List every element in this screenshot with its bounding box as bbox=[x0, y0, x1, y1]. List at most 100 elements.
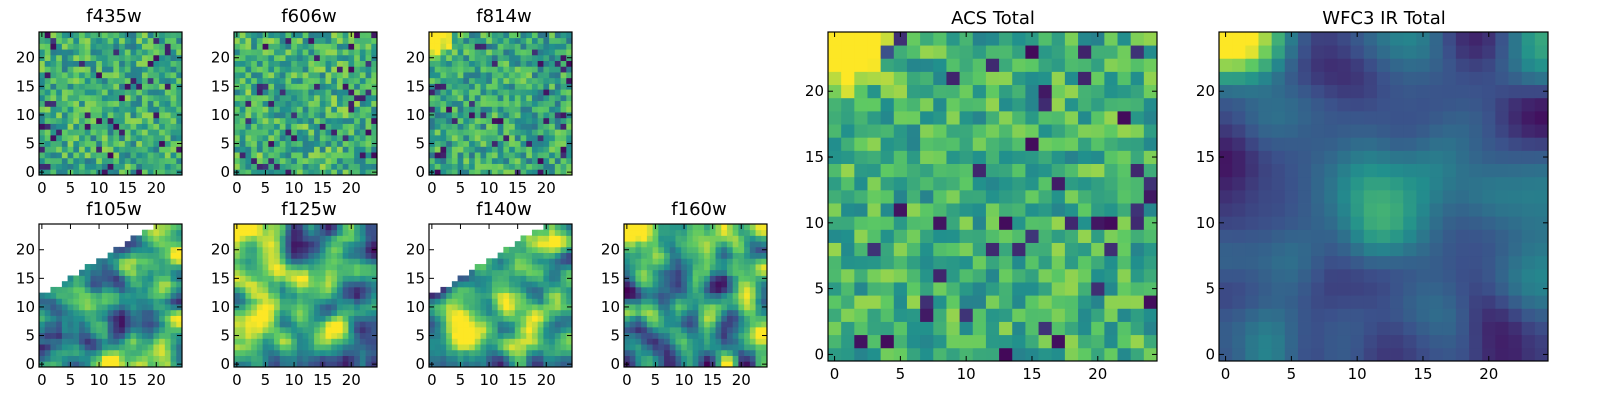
heatmap-cell bbox=[537, 134, 544, 142]
heatmap-cell bbox=[107, 72, 114, 79]
heatmap-cell bbox=[503, 72, 510, 79]
heatmap-cell bbox=[1038, 229, 1053, 243]
heatmap-cell bbox=[738, 321, 745, 328]
heatmap-cell bbox=[359, 229, 366, 236]
heatmap-cell bbox=[359, 338, 366, 345]
heatmap-cell bbox=[67, 112, 74, 119]
heatmap-cell bbox=[560, 117, 567, 124]
heatmap-cell bbox=[56, 106, 63, 113]
heatmap-cell bbox=[520, 100, 527, 107]
heatmap-cell bbox=[469, 129, 476, 136]
heatmap-cell bbox=[130, 49, 137, 56]
heatmap-cell bbox=[302, 89, 309, 96]
heatmap-cell bbox=[147, 72, 154, 79]
heatmap-cell bbox=[159, 338, 166, 345]
heatmap-cell bbox=[828, 282, 842, 296]
heatmap-cell bbox=[359, 100, 366, 107]
heatmap-cell bbox=[170, 298, 177, 305]
heatmap-cell bbox=[554, 321, 561, 328]
heatmap-cell bbox=[624, 264, 631, 271]
heatmap-cell bbox=[1051, 189, 1066, 204]
heatmap-cell bbox=[141, 286, 149, 294]
heatmap-cell bbox=[314, 146, 321, 153]
heatmap-cell bbox=[44, 326, 51, 334]
heatmap-cell bbox=[480, 269, 487, 276]
heatmap-cell bbox=[681, 292, 688, 299]
x-tick-label: 10 bbox=[285, 179, 304, 197]
heatmap-cell bbox=[1051, 295, 1066, 309]
heatmap-cell bbox=[365, 106, 372, 113]
heatmap-cell bbox=[336, 106, 344, 113]
heatmap-cell bbox=[101, 146, 109, 153]
heatmap-cell bbox=[296, 94, 304, 102]
heatmap-cell bbox=[972, 255, 987, 270]
axes-frame bbox=[827, 31, 1158, 362]
heatmap-cell bbox=[520, 60, 527, 67]
heatmap-cell bbox=[1012, 295, 1026, 309]
heatmap-cell bbox=[549, 269, 556, 276]
heatmap-cell bbox=[262, 258, 269, 265]
heatmap-cell bbox=[560, 304, 567, 311]
heatmap-cell bbox=[130, 275, 137, 282]
heatmap-cell bbox=[107, 338, 114, 345]
heatmap-cell bbox=[39, 326, 46, 334]
heatmap-cell bbox=[50, 332, 57, 339]
heatmap-cell bbox=[560, 163, 567, 170]
heatmap-cell bbox=[744, 241, 751, 248]
heatmap-cell bbox=[44, 349, 51, 356]
heatmap-cell bbox=[549, 146, 556, 153]
heatmap-cell bbox=[124, 298, 131, 305]
heatmap-cell bbox=[457, 106, 464, 113]
heatmap-cell bbox=[119, 163, 126, 170]
heatmap-cell bbox=[440, 140, 447, 147]
heatmap-cell bbox=[130, 326, 137, 334]
heatmap-cell bbox=[96, 258, 103, 265]
heatmap-cell bbox=[531, 361, 539, 368]
heatmap-cell bbox=[147, 326, 154, 334]
heatmap-cell bbox=[537, 43, 544, 50]
heatmap-cell bbox=[480, 321, 487, 328]
heatmap-cell bbox=[348, 123, 355, 130]
heatmap-cell bbox=[365, 72, 372, 79]
heatmap-cell bbox=[239, 134, 246, 142]
heatmap-cell bbox=[543, 43, 550, 50]
heatmap-cell bbox=[245, 309, 252, 316]
heatmap-cell bbox=[906, 45, 921, 59]
heatmap-cell bbox=[698, 332, 705, 339]
heatmap-cell bbox=[141, 269, 149, 276]
heatmap-cell bbox=[348, 112, 355, 119]
heatmap-cell bbox=[920, 203, 934, 217]
heatmap-cell bbox=[159, 43, 166, 50]
heatmap-cell bbox=[854, 334, 868, 349]
heatmap-cell bbox=[141, 281, 149, 288]
heatmap-cell bbox=[354, 140, 361, 147]
heatmap-cell bbox=[429, 77, 436, 84]
heatmap-cell bbox=[279, 152, 286, 159]
heatmap-cell bbox=[136, 326, 143, 334]
heatmap-cell bbox=[141, 292, 149, 299]
heatmap-cell bbox=[308, 112, 315, 119]
heatmap-cell bbox=[486, 286, 493, 294]
heatmap-cell bbox=[491, 304, 499, 311]
heatmap-cell bbox=[296, 332, 304, 339]
heatmap-cell bbox=[291, 117, 298, 124]
heatmap-cell bbox=[291, 286, 298, 294]
heatmap-cell bbox=[279, 326, 286, 334]
heatmap-cell bbox=[84, 304, 91, 311]
heatmap-cell bbox=[554, 134, 561, 142]
heatmap-cell bbox=[268, 83, 275, 90]
heatmap-cell bbox=[354, 66, 361, 73]
heatmap-cell bbox=[113, 321, 120, 328]
heatmap-cell bbox=[119, 152, 126, 159]
heatmap-cell bbox=[566, 241, 573, 248]
heatmap-cell bbox=[371, 241, 378, 248]
heatmap-cell bbox=[245, 286, 252, 294]
heatmap-cell bbox=[336, 83, 344, 90]
heatmap-cell bbox=[170, 106, 177, 113]
heatmap-cell bbox=[537, 32, 544, 39]
heatmap-cell bbox=[906, 97, 921, 112]
heatmap-cell bbox=[56, 112, 63, 119]
heatmap-cell bbox=[457, 72, 464, 79]
heatmap-cell bbox=[296, 54, 304, 61]
heatmap-cell bbox=[509, 72, 516, 79]
